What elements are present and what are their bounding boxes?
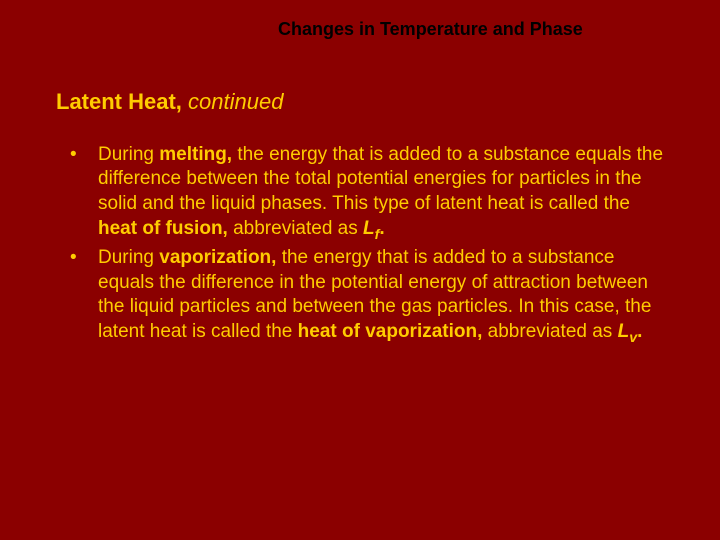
text-run: During xyxy=(98,144,159,165)
symbol-main: L xyxy=(618,321,630,342)
header-title: Changes in Temperature and Phase xyxy=(278,19,583,39)
symbol-main: L xyxy=(363,218,375,239)
symbol: Lf xyxy=(363,218,379,239)
subtitle: Latent Heat, continued xyxy=(0,41,720,115)
subtitle-italic: continued xyxy=(188,89,283,114)
text-run: During xyxy=(98,247,159,268)
text-run: . xyxy=(379,218,384,239)
text-run: abbreviated as xyxy=(228,218,363,239)
text-bold: vaporization, xyxy=(159,247,276,268)
symbol: Lv xyxy=(618,321,638,342)
symbol-sub: v xyxy=(629,330,637,346)
bullet-item: • During vaporization, the energy that i… xyxy=(70,246,672,347)
subtitle-main: Latent Heat, xyxy=(56,89,188,114)
text-bold: melting, xyxy=(159,144,232,165)
slide-header: Changes in Temperature and Phase xyxy=(0,0,720,41)
text-run: . xyxy=(637,321,642,342)
text-bold: heat of vaporization, xyxy=(298,321,483,342)
bullet-item: • During melting, the energy that is add… xyxy=(70,143,672,244)
text-run: abbreviated as xyxy=(482,321,617,342)
content-area: • During melting, the energy that is add… xyxy=(0,115,720,348)
bullet-marker: • xyxy=(70,246,98,347)
bullet-text: During vaporization, the energy that is … xyxy=(98,246,672,347)
bullet-marker: • xyxy=(70,143,98,244)
text-bold: heat of fusion, xyxy=(98,218,228,239)
bullet-text: During melting, the energy that is added… xyxy=(98,143,672,244)
